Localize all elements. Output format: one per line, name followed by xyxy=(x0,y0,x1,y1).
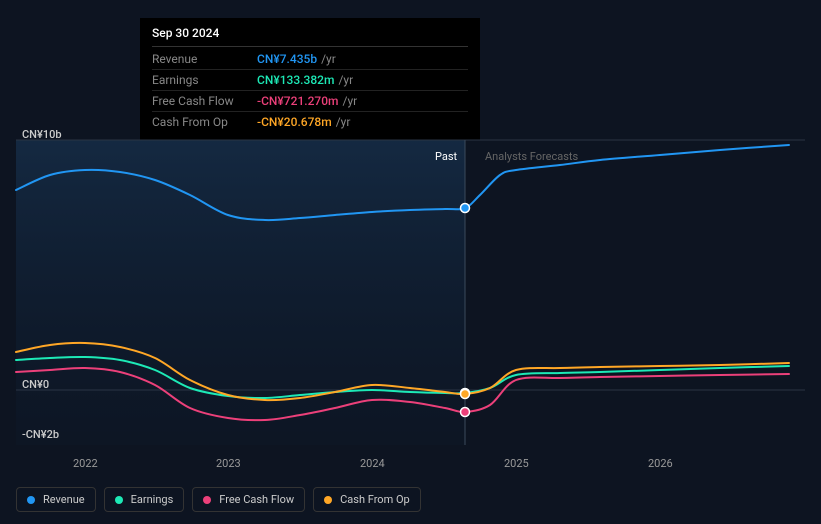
x-axis-tick-label: 2025 xyxy=(504,457,529,470)
legend-label: Earnings xyxy=(131,493,174,506)
legend-item[interactable]: Earnings xyxy=(104,487,185,512)
y-axis-tick-label: CN¥10b xyxy=(22,128,62,141)
x-axis-tick-label: 2026 xyxy=(648,457,673,470)
past-period-label: Past xyxy=(435,150,457,163)
legend-item[interactable]: Cash From Op xyxy=(313,487,421,512)
legend-item[interactable]: Free Cash Flow xyxy=(192,487,305,512)
legend-swatch xyxy=(27,496,35,504)
x-axis-tick-label: 2023 xyxy=(216,457,241,470)
y-axis-tick-label: CN¥0 xyxy=(22,378,49,391)
legend-label: Cash From Op xyxy=(340,493,410,506)
chart-legend: Revenue Earnings Free Cash Flow Cash From O… xyxy=(16,487,421,512)
legend-swatch xyxy=(324,496,332,504)
x-axis-tick-label: 2024 xyxy=(360,457,385,470)
legend-label: Revenue xyxy=(43,493,85,506)
line-chart xyxy=(0,0,821,480)
legend-swatch xyxy=(115,496,123,504)
y-axis-tick-label: -CN¥2b xyxy=(22,428,59,441)
legend-item[interactable]: Revenue xyxy=(16,487,96,512)
legend-label: Free Cash Flow xyxy=(219,493,294,506)
legend-swatch xyxy=(203,496,211,504)
x-axis-tick-label: 2022 xyxy=(73,457,98,470)
forecast-period-label: Analysts Forecasts xyxy=(485,150,578,163)
